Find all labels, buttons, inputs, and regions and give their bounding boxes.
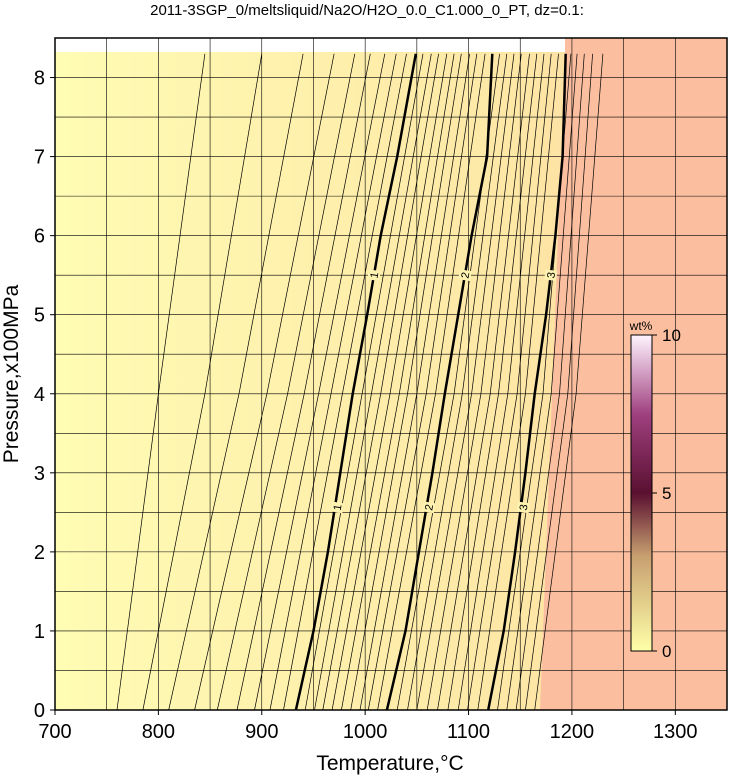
contour-line: [116, 53, 206, 711]
contour-label-text: 1: [332, 504, 345, 512]
contour-line: [269, 53, 397, 711]
contour-label: 1: [330, 501, 345, 514]
contour-line: [367, 53, 478, 711]
contour-label-bg: [544, 269, 558, 281]
contour-label: 3: [544, 269, 558, 281]
plot-background: [55, 38, 727, 710]
colorbar-tick-label: 10: [662, 326, 681, 345]
contour-line: [283, 53, 407, 711]
plot-frame: [54, 37, 728, 711]
contour-line: [467, 53, 552, 711]
contour-label-bg: [330, 501, 344, 514]
contour-line: [236, 53, 371, 711]
x-tick-label: 900: [245, 721, 278, 743]
contour-label: 2: [421, 501, 436, 514]
colorbar-tick-label: 0: [662, 642, 671, 661]
y-tick-label: 1: [34, 621, 45, 643]
contour-line: [506, 53, 578, 711]
contour-line: [359, 53, 470, 711]
contour-line: [416, 53, 515, 711]
contour-label: 1: [367, 269, 381, 282]
contour-label-text: 2: [459, 271, 472, 279]
y-tick-label: 5: [34, 305, 45, 327]
colorbar-label: wt%: [629, 319, 653, 333]
contour-line: [477, 53, 559, 711]
y-tick-label: 2: [34, 542, 45, 564]
x-tick-label: 1100: [447, 721, 490, 743]
colorbar-scale: [630, 334, 653, 652]
colorbar-tick-label: 5: [662, 484, 671, 503]
bold-contour: [294, 53, 418, 711]
y-tick-label: 8: [34, 68, 45, 90]
contour-label-bg: [421, 501, 436, 514]
contour-line: [304, 53, 424, 711]
y-tick-label: 7: [34, 147, 45, 169]
contour-line: [341, 53, 455, 711]
contour-line: [525, 53, 593, 711]
no-data-band: [55, 38, 565, 52]
y-tick-label: 0: [34, 700, 45, 722]
contour-line: [457, 53, 545, 711]
contour-line: [426, 53, 522, 711]
y-axis-label: Pressure,x100MPa: [0, 284, 23, 463]
x-tick-label: 800: [142, 721, 175, 743]
contour-line: [142, 53, 263, 711]
contour-label-text: 3: [545, 272, 558, 279]
contours: [116, 53, 604, 711]
contour-line: [322, 53, 439, 711]
contour-line: [497, 53, 572, 711]
grid: [55, 37, 727, 710]
contour-line: [314, 53, 432, 711]
contour-line: [168, 53, 304, 711]
contour-line: [515, 53, 585, 711]
contour-label: 2: [458, 269, 472, 282]
chart-title: 2011-3SGP_0/meltsliquid/Na2O/H2O_0.0_C1.…: [150, 2, 584, 19]
contour-label-bg: [367, 269, 381, 282]
contour-line: [447, 53, 538, 711]
y-tick-label: 6: [34, 226, 45, 248]
contour-line: [534, 53, 604, 711]
labels: 700 800 900 1000 1100 1200 1300 0 1 2 3 4 5 6 7 8 1 1 2 2 3 3: [34, 68, 698, 743]
y-tick-label: 4: [34, 384, 45, 406]
contour-label: 3: [516, 501, 531, 514]
x-tick-label: 1200: [550, 721, 595, 743]
contour-line: [194, 53, 335, 711]
x-axis-label: Temperature,°C: [316, 752, 463, 775]
contour-label-text: 2: [423, 503, 436, 511]
contour-line: [377, 53, 486, 711]
colorbar: wt% 0 5 10: [629, 319, 681, 661]
y-tick-label: 3: [34, 463, 45, 485]
contour-line: [396, 53, 500, 711]
x-tick-label: 1000: [343, 721, 388, 743]
contour-line: [437, 53, 530, 711]
contour-label-text: 1: [368, 271, 381, 279]
contour-label-text: 3: [518, 504, 531, 512]
contour-line: [331, 53, 448, 711]
contour-label-bg: [458, 269, 472, 282]
contour-line: [216, 53, 356, 711]
x-tick-label: 700: [38, 721, 71, 743]
contour-line: [407, 53, 508, 711]
contour-label-bg: [516, 501, 530, 514]
contour-line: [254, 53, 386, 711]
x-tick-label: 1300: [653, 721, 698, 743]
bold-contour: [385, 53, 494, 711]
contour-line: [350, 53, 462, 711]
